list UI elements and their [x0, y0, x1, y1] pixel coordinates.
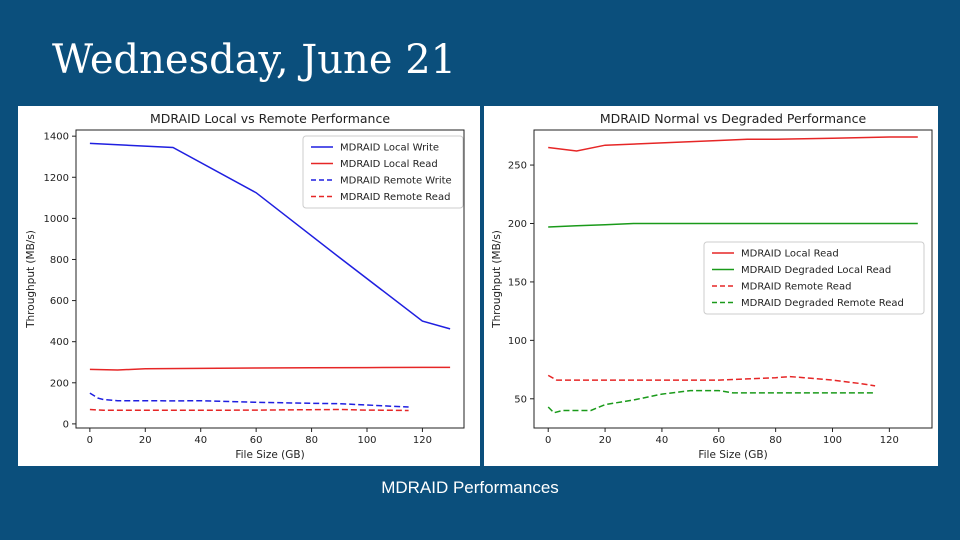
- y-tick-label: 100: [508, 336, 527, 347]
- x-tick-label: 120: [413, 435, 432, 446]
- x-tick-label: 20: [599, 435, 612, 446]
- legend-label: MDRAID Local Read: [741, 249, 839, 260]
- y-tick-label: 600: [50, 296, 69, 307]
- series-line: [547, 374, 876, 387]
- series-line: [89, 142, 451, 330]
- slide-title: Wednesday, June 21: [52, 37, 457, 83]
- y-tick-label: 150: [508, 277, 527, 288]
- series-line: [547, 389, 876, 414]
- chart-panel-normal-vs-degraded: MDRAID Normal vs Degraded Performance 0 20…: [484, 106, 938, 466]
- legend-label: MDRAID Remote Write: [340, 176, 452, 187]
- y-tick-label: 800: [50, 255, 69, 266]
- y-tick-label: 1400: [44, 132, 69, 143]
- legend-label: MDRAID Local Read: [340, 159, 438, 170]
- y-axis-label: Throughput (MB/s): [491, 230, 503, 329]
- y-tick-label: 1200: [44, 173, 69, 184]
- x-tick-label: 120: [880, 435, 899, 446]
- y-tick-label: 200: [50, 378, 69, 389]
- y-tick-label: 1000: [44, 214, 69, 225]
- series-line: [89, 392, 409, 408]
- slide-caption: MDRAID Performances: [381, 478, 559, 497]
- plot-frame: [75, 129, 465, 429]
- series-line: [548, 222, 918, 228]
- chart-panel-local-vs-remote: MDRAID Local vs Remote Performance 0 20 40 6…: [18, 106, 480, 466]
- x-tick-label: 0: [87, 435, 93, 446]
- legend-box: [302, 135, 464, 209]
- series-line: [89, 366, 451, 371]
- y-tick-label: 250: [508, 161, 527, 172]
- chart-local-vs-remote: MDRAID Local vs Remote Performance 0 20 40 6…: [25, 111, 465, 461]
- x-tick-label: 100: [823, 435, 842, 446]
- chart-normal-vs-degraded: MDRAID Normal vs Degraded Performance 0 20…: [491, 111, 933, 461]
- legend-box: [703, 241, 925, 315]
- x-tick-label: 40: [656, 435, 669, 446]
- x-tick-label: 60: [712, 435, 725, 446]
- x-tick-label: 100: [357, 435, 376, 446]
- x-tick-label: 20: [139, 435, 152, 446]
- y-axis-label: Throughput (MB/s): [25, 230, 37, 329]
- legend-label: MDRAID Degraded Local Read: [741, 265, 891, 276]
- series-line: [89, 408, 409, 412]
- x-axis-label: File Size (GB): [235, 449, 304, 461]
- series-line: [548, 136, 918, 152]
- legend-label: MDRAID Remote Read: [741, 282, 851, 293]
- x-tick-label: 80: [305, 435, 318, 446]
- y-tick-label: 400: [50, 337, 69, 348]
- x-tick-label: 60: [250, 435, 263, 446]
- y-tick-label: 0: [63, 419, 69, 430]
- y-tick-label: 200: [508, 219, 527, 230]
- legend-label: MDRAID Degraded Remote Read: [741, 298, 904, 309]
- x-tick-label: 40: [194, 435, 207, 446]
- plot-frame: [533, 129, 933, 429]
- chart-title: MDRAID Local vs Remote Performance: [150, 111, 390, 126]
- x-tick-label: 80: [769, 435, 782, 446]
- x-axis-label: File Size (GB): [698, 449, 767, 461]
- legend-label: MDRAID Local Write: [340, 143, 439, 154]
- y-tick-label: 50: [514, 394, 527, 405]
- x-tick-label: 0: [545, 435, 551, 446]
- chart-title: MDRAID Normal vs Degraded Performance: [600, 111, 867, 126]
- legend-label: MDRAID Remote Read: [340, 192, 450, 203]
